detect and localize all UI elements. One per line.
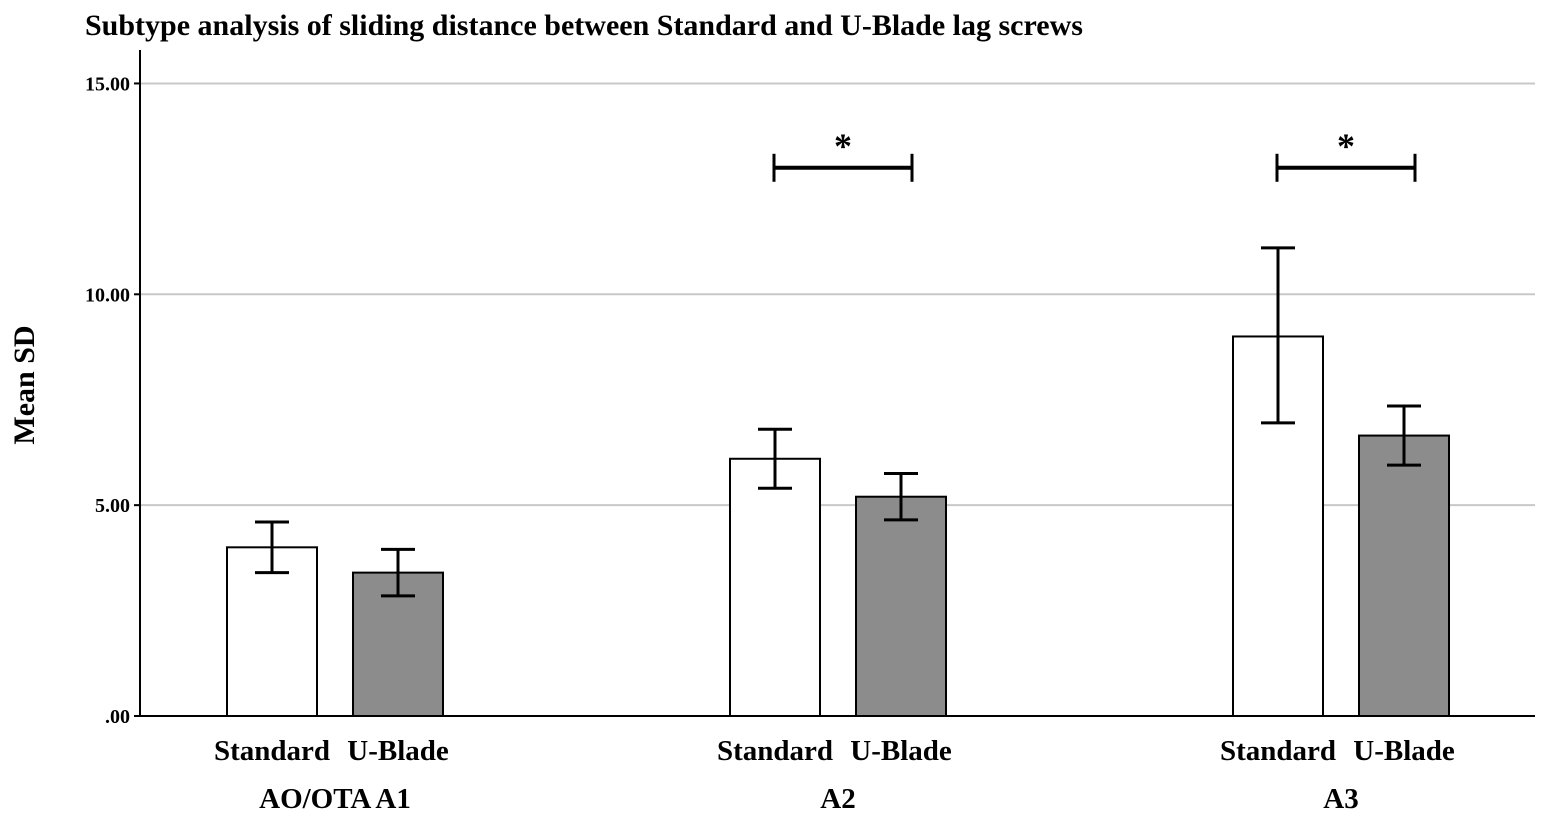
bar-u-blade [1358, 434, 1450, 717]
y-tick-label: 5.00 [95, 495, 130, 517]
group-label: A3 [1323, 783, 1358, 815]
group-label: AO/OTA A1 [259, 783, 411, 815]
bar-u-blade [855, 495, 947, 717]
group-label: A2 [820, 783, 855, 815]
x-tick-label: U-Blade [850, 735, 952, 767]
bar-standard [226, 546, 318, 717]
bars [226, 246, 1450, 718]
bar-standard [729, 457, 821, 717]
x-tick-label: U-Blade [347, 735, 449, 767]
chart-title: Subtype analysis of sliding distance bet… [85, 9, 1083, 42]
y-tick-label: 15.00 [85, 73, 130, 95]
y-tick-label: .00 [105, 706, 130, 728]
x-tick-label: Standard [717, 735, 833, 767]
x-tick-label: Standard [1220, 735, 1336, 767]
significance-markers: * * [772, 126, 1417, 182]
x-tick-label: U-Blade [1353, 735, 1455, 767]
y-axis-label: Mean SD [8, 325, 41, 444]
significance-star: * [834, 126, 852, 166]
axes [134, 50, 1535, 717]
significance-star: * [1337, 126, 1355, 166]
y-tick-label: 10.00 [85, 284, 130, 306]
x-tick-label: Standard [214, 735, 330, 767]
tick-labels: .00 5.00 10.00 15.00 Standard U-Blade AO/OTA A… [85, 73, 1455, 815]
